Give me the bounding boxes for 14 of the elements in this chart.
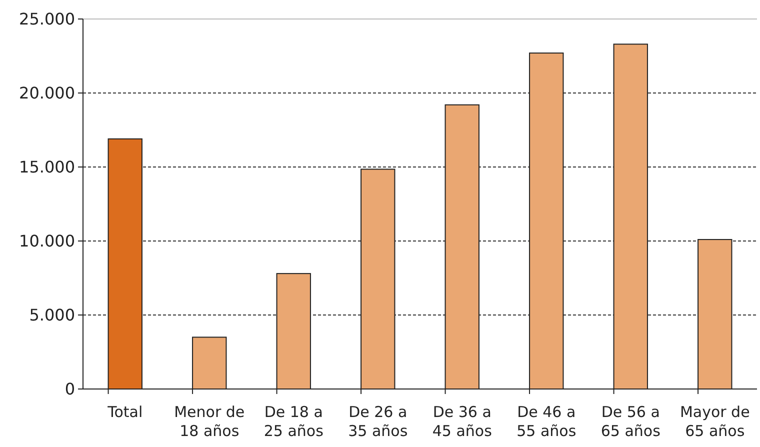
y-tick-label: 15.000	[19, 158, 75, 177]
x-tick-label: Menor de 18 años	[174, 403, 245, 440]
x-tick-label: De 36 a 45 años	[432, 403, 492, 440]
x-tick-label: De 56 a 65 años	[600, 403, 661, 440]
y-tick-label: 25.000	[19, 10, 75, 29]
y-tick-label: 5.000	[29, 306, 75, 325]
x-tick-label: De 18 a 25 años	[264, 403, 324, 440]
y-tick-label: 0	[64, 380, 75, 399]
y-tick-label: 10.000	[19, 232, 75, 251]
x-tick-label: Mayor de 65 años	[680, 403, 750, 440]
x-tick-label: De 26 a 35 años	[348, 403, 408, 440]
x-tick-label: De 46 a 55 años	[516, 403, 576, 440]
y-tick-label: 20.000	[19, 84, 75, 103]
x-tick-label: Total	[106, 403, 143, 421]
